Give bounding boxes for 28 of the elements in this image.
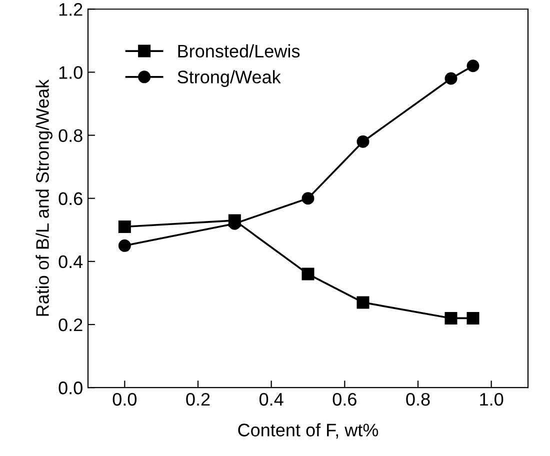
point: [356, 135, 370, 148]
y-tick-label: 0.0: [58, 382, 82, 394]
point: [302, 268, 314, 280]
point: [356, 296, 370, 309]
x-tick-label: 0.0: [112, 392, 137, 406]
x-tick-label: 0.4: [259, 392, 284, 406]
y-tick-label: 0.2: [58, 318, 82, 332]
point: [444, 72, 458, 85]
x-axis-title: Content of F, wt%: [238, 423, 378, 439]
y-tick-label: 0.4: [58, 255, 83, 268]
point: [302, 192, 314, 205]
y-tick-label: 1.0: [59, 66, 82, 79]
x-tick-label: 1.0: [480, 392, 504, 406]
y-tick-label: 0.6: [58, 192, 82, 206]
y-axis-title: Ratio of B/L and Strong/Weak: [36, 79, 52, 316]
y-tick-label: 0.8: [58, 129, 82, 142]
legend-label: Bronsted/Lewis: [178, 44, 300, 58]
point: [228, 214, 241, 227]
point: [466, 312, 480, 324]
point: [444, 312, 458, 324]
point: [466, 60, 480, 72]
point: [118, 220, 131, 233]
x-tick-label: 0.8: [406, 392, 430, 406]
legend-label: Strong/Weak: [178, 70, 281, 87]
point: [118, 239, 131, 252]
y-tick-label: 1.2: [59, 3, 82, 16]
x-tick-label: 0.6: [332, 392, 356, 406]
x-tick-label: 0.2: [186, 392, 210, 406]
